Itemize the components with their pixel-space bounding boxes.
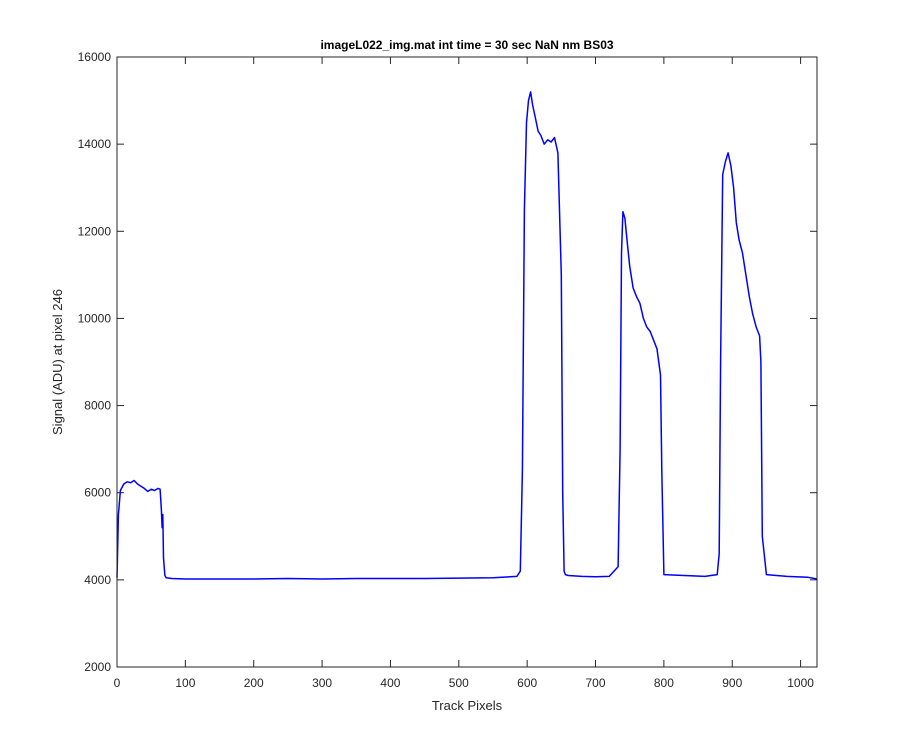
y-tick-label-7: 16000 [78,50,112,64]
axes-box [116,56,818,668]
x-axis-label: Track Pixels [432,698,503,713]
x-tick-label-5: 500 [449,676,469,690]
x-tick-label-0: 0 [114,676,121,690]
y-tick-label-1: 4000 [84,573,111,587]
plot-area [117,57,817,667]
x-tick-label-2: 200 [244,676,264,690]
series-line [116,91,818,580]
x-tick-label-10: 1000 [787,676,814,690]
x-tick-label-9: 900 [722,676,742,690]
y-tick-label-3: 8000 [84,399,111,413]
y-tick-label-4: 10000 [78,311,112,325]
x-tick-label-1: 100 [175,676,195,690]
y-tick-label-5: 12000 [78,224,112,238]
x-tick-label-3: 300 [312,676,332,690]
x-tick-label-7: 700 [586,676,606,690]
y-tick-label-2: 6000 [84,486,111,500]
x-tick-label-8: 800 [654,676,674,690]
x-tick-label-6: 600 [517,676,537,690]
y-tick-label-0: 2000 [84,660,111,674]
x-axis-ticks: 0 100 200 300 400 500 600 700 800 900 1000 [114,57,814,690]
y-axis-label: Signal (ADU) at pixel 246 [50,289,65,435]
y-tick-label-6: 14000 [78,137,112,151]
x-tick-label-4: 400 [380,676,400,690]
y-axis-ticks: 2000 4000 6000 8000 10000 12000 14000 16000 [78,50,817,674]
chart-title: imageL022_img.mat int time = 30 sec NaN … [320,38,613,52]
